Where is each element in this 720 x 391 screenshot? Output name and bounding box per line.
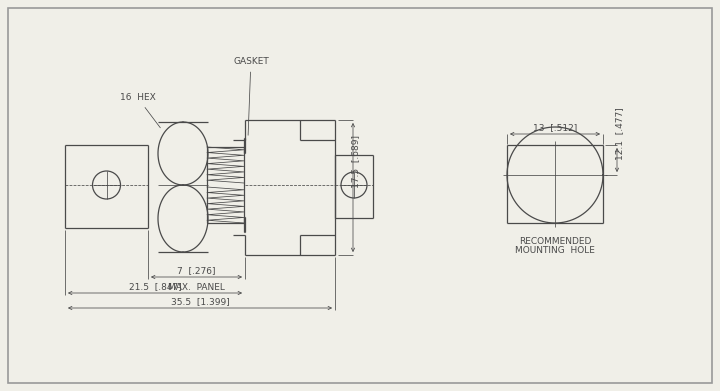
Text: 16  HEX: 16 HEX — [120, 93, 161, 128]
Text: 13  [.512]: 13 [.512] — [533, 123, 577, 132]
Text: 35.5  [1.399]: 35.5 [1.399] — [171, 297, 230, 306]
Text: 12.1  [.477]: 12.1 [.477] — [616, 107, 624, 160]
Text: 17.5  [.689]: 17.5 [.689] — [351, 135, 361, 188]
Text: 21.5  [.847]: 21.5 [.847] — [129, 282, 181, 291]
Text: MAX.  PANEL: MAX. PANEL — [168, 283, 225, 292]
Text: RECOMMENDED: RECOMMENDED — [519, 237, 591, 246]
Text: GASKET: GASKET — [233, 57, 269, 135]
Text: MOUNTING  HOLE: MOUNTING HOLE — [515, 246, 595, 255]
Text: 7  [.276]: 7 [.276] — [177, 266, 216, 275]
